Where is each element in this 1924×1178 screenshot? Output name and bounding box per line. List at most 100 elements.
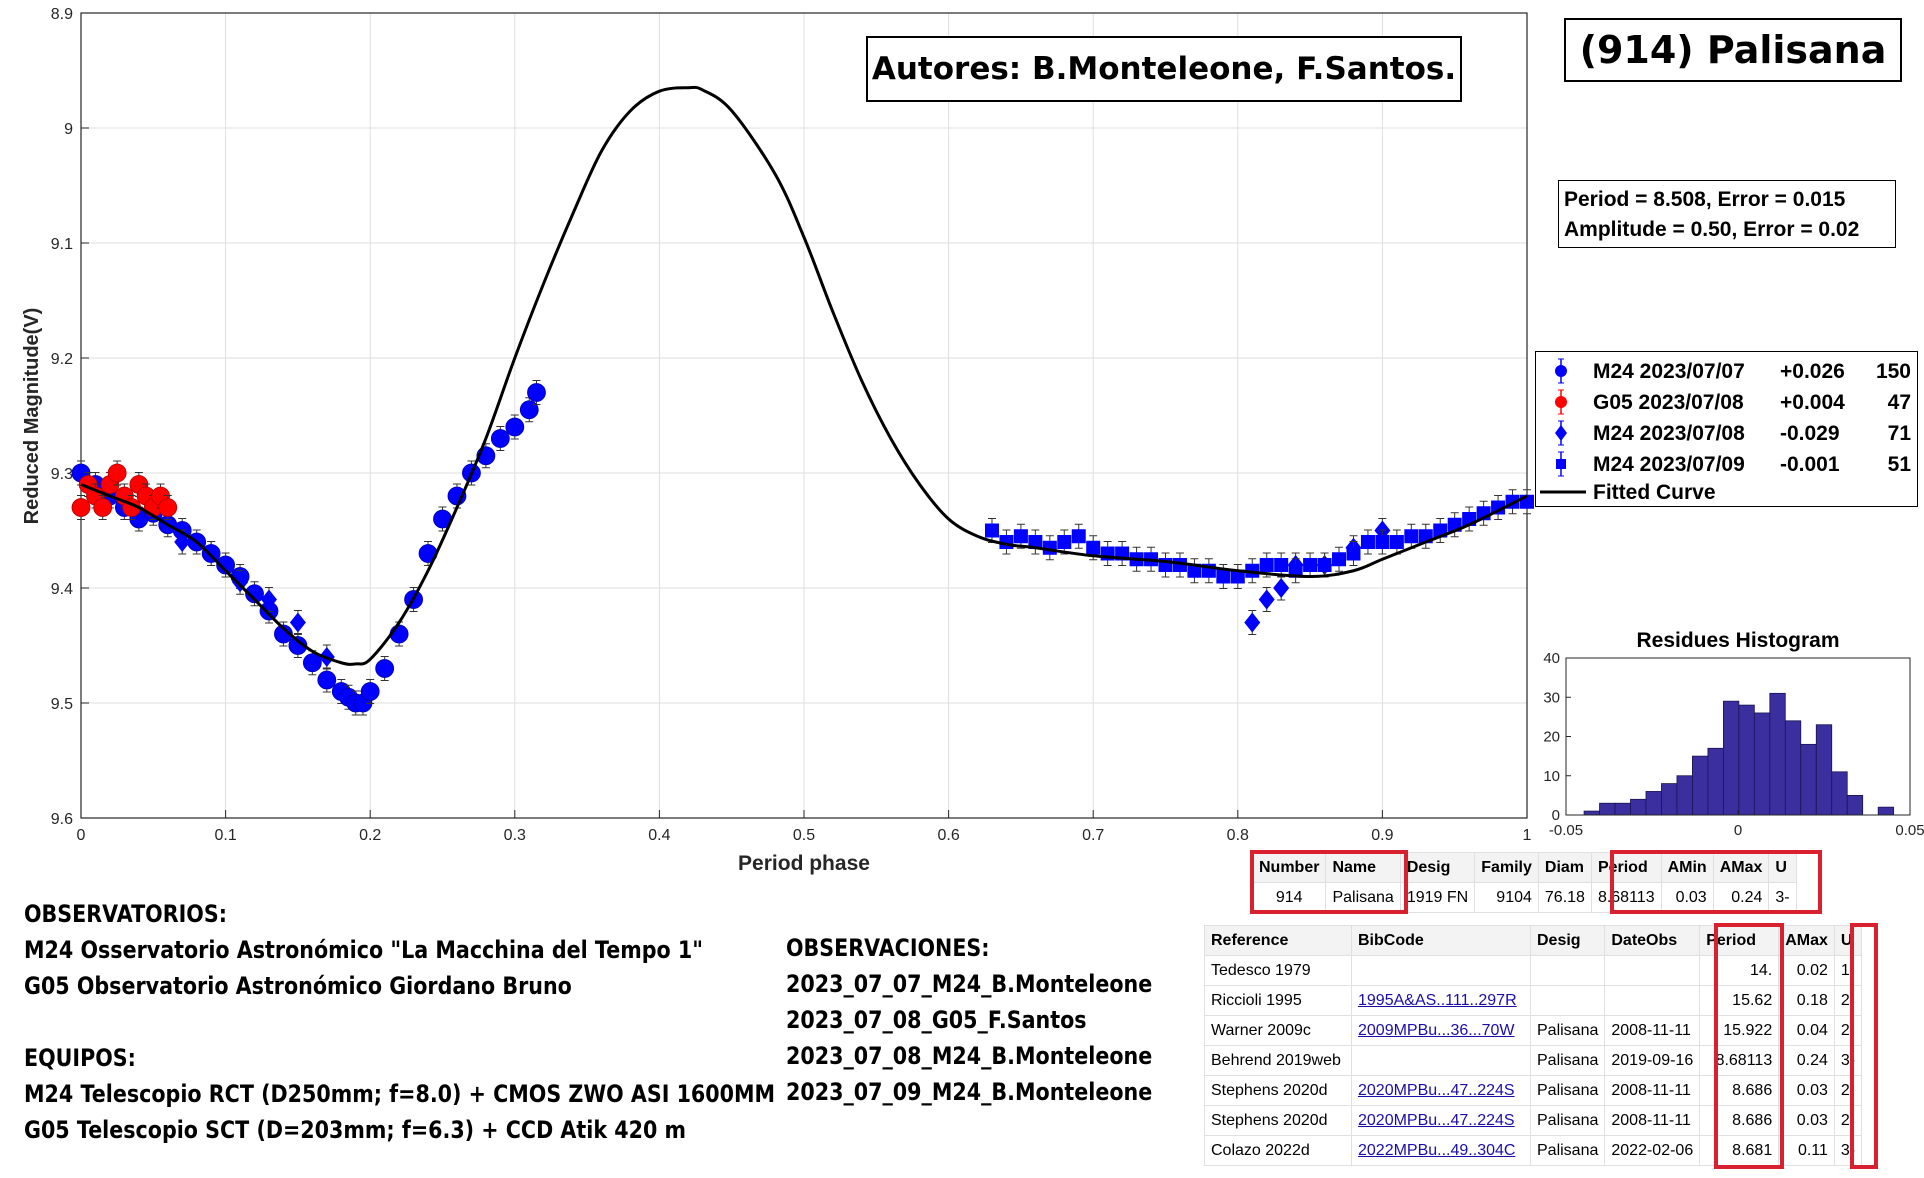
- y-axis-label: Reduced Magnitude(V): [21, 308, 43, 525]
- observation-entry: 2023_07_09_M24_B.Monteleone: [786, 1078, 1153, 1106]
- legend-item: M24 2023/07/09 -0.001 51: [1536, 449, 1917, 479]
- table-row: Colazo 2022d 2022MPBu...49..304C Palisan…: [1204, 1135, 1863, 1166]
- data-point: [1303, 552, 1318, 578]
- histogram-bar: [1676, 775, 1693, 816]
- data-point: [1332, 546, 1347, 572]
- equipos-title: EQUIPOS:: [24, 1044, 136, 1072]
- table-cell: Palisana: [1529, 1135, 1606, 1166]
- table-cell: 8.681: [1699, 1135, 1780, 1166]
- header-cell: U: [1768, 852, 1797, 883]
- table-cell: 3-: [1833, 1135, 1863, 1166]
- period-line: Period = 8.508, Error = 0.015: [1564, 188, 1846, 211]
- header-cell: U: [1833, 925, 1863, 956]
- table-cell: 2022-02-06: [1604, 1135, 1701, 1166]
- data-point: [1244, 610, 1261, 635]
- header-cell: AMin: [1660, 852, 1714, 883]
- table-cell: 3-: [1833, 1045, 1863, 1076]
- legend-count: 71: [1887, 422, 1911, 445]
- fitted-curve-line: [80, 85, 1528, 666]
- table-cell: 76.18: [1537, 882, 1592, 913]
- table-cell: 15.62: [1699, 985, 1780, 1016]
- table-cell: 8.686: [1699, 1105, 1780, 1136]
- table-cell: Stephens 2020d: [1204, 1075, 1352, 1106]
- bibcode-link[interactable]: 2020MPBu...47..224S: [1358, 1081, 1515, 1099]
- histogram-bar: [1815, 724, 1833, 816]
- data-point: [1187, 558, 1202, 584]
- data-point: [418, 541, 438, 566]
- histogram-title: Residues Histogram: [1636, 629, 1839, 652]
- axis-ticks: 0 0.1 0.2 0.3 0.4 0.5 0.6 0.7 0.8 0.9 1 8.9 9 9.1 9.2 9…: [51, 6, 1532, 844]
- data-point: [289, 610, 306, 635]
- y-tick-label: 9.1: [51, 236, 73, 253]
- bibcode-link[interactable]: 2009MPBu...36...70W: [1358, 1021, 1515, 1039]
- y-tick-label: 9.4: [51, 581, 73, 598]
- legend-label: G05 2023/07/08: [1593, 391, 1744, 414]
- legend-label: Fitted Curve: [1593, 481, 1716, 504]
- table-row: Stephens 2020d 2020MPBu...47..224S Palis…: [1204, 1105, 1863, 1136]
- data-point: [1462, 506, 1477, 532]
- table-cell: 2: [1833, 1075, 1863, 1106]
- histogram-bar: [1753, 712, 1771, 816]
- table-cell: 914: [1251, 882, 1327, 913]
- data-point: [288, 633, 308, 658]
- legend-label: M24 2023/07/09: [1593, 453, 1745, 476]
- table-cell: 8.686: [1699, 1075, 1780, 1106]
- legend-count: 51: [1887, 453, 1911, 476]
- table-cell: 2008-11-11: [1604, 1075, 1701, 1106]
- histogram-bar: [1614, 802, 1631, 816]
- legend: M24 2023/07/07 +0.026 150 G05 2023/07/08…: [1535, 351, 1918, 507]
- table-cell: Palisana: [1529, 1075, 1606, 1106]
- table-row: Behrend 2019web Palisana 2019-09-16 8.68…: [1204, 1045, 1863, 1076]
- data-point: [1360, 529, 1375, 555]
- observatorios-title: OBSERVATORIOS:: [24, 900, 227, 928]
- table-cell: 8.68113: [1699, 1045, 1780, 1076]
- data-point: [1013, 523, 1028, 549]
- table-cell: 2020MPBu...47..224S: [1351, 1075, 1531, 1106]
- diamond-marker-icon: [1555, 420, 1567, 446]
- table-cell: 15.922: [1699, 1015, 1780, 1046]
- header-cell: AMax: [1778, 925, 1835, 956]
- x-tick-label: 0.1: [214, 827, 236, 844]
- bibcode-link[interactable]: 2020MPBu...47..224S: [1358, 1111, 1515, 1129]
- table-cell: [1529, 955, 1606, 986]
- legend-offset: -0.029: [1780, 422, 1840, 445]
- histogram-bar: [1707, 747, 1724, 816]
- summary-table: Number Name Desig Family Diam Period AMi…: [1251, 852, 1797, 913]
- plot-grid: [80, 12, 1528, 819]
- x-tick-label: 1: [1523, 827, 1532, 844]
- data-point: [245, 581, 264, 607]
- table-cell: Behrend 2019web: [1204, 1045, 1352, 1076]
- data-point: [93, 495, 113, 520]
- table-cell: 2020MPBu...47..224S: [1351, 1105, 1531, 1136]
- data-point: [317, 667, 337, 693]
- table-cell: 2: [1833, 1015, 1863, 1046]
- x-tick-label: 0.2: [359, 827, 381, 844]
- table-cell: 2: [1833, 1105, 1863, 1136]
- table-cell: Warner 2009c: [1204, 1015, 1352, 1046]
- series-group: [174, 518, 1391, 670]
- table-cell: 0.03: [1660, 882, 1714, 913]
- table-cell: [1351, 955, 1531, 986]
- object-title: (914) Palisana: [1564, 18, 1902, 82]
- header-cell: Reference: [1204, 925, 1352, 956]
- header-cell: Diam: [1537, 852, 1592, 883]
- observation-entry: 2023_07_08_G05_F.Santos: [786, 1006, 1087, 1034]
- table-cell: 0.11: [1778, 1135, 1835, 1166]
- histogram-bar: [1846, 794, 1864, 816]
- y-tick-label: 9: [64, 121, 73, 138]
- histogram-bar: [1630, 798, 1647, 816]
- bibcode-link[interactable]: 1995A&AS..111..297R: [1358, 991, 1517, 1009]
- y-tick-label: 9.3: [51, 466, 73, 483]
- bibcode-link[interactable]: 2022MPBu...49..304C: [1358, 1141, 1516, 1159]
- hist-y-tick-label: 40: [1543, 650, 1560, 667]
- y-tick-label: 9.6: [51, 811, 73, 828]
- series-group: [71, 380, 546, 716]
- series-group: [71, 460, 178, 520]
- data-point: [260, 587, 277, 612]
- table-cell: 0.04: [1778, 1015, 1835, 1046]
- data-point: [505, 414, 525, 440]
- legend-offset: +0.026: [1780, 360, 1845, 383]
- histogram-bar: [1692, 755, 1709, 816]
